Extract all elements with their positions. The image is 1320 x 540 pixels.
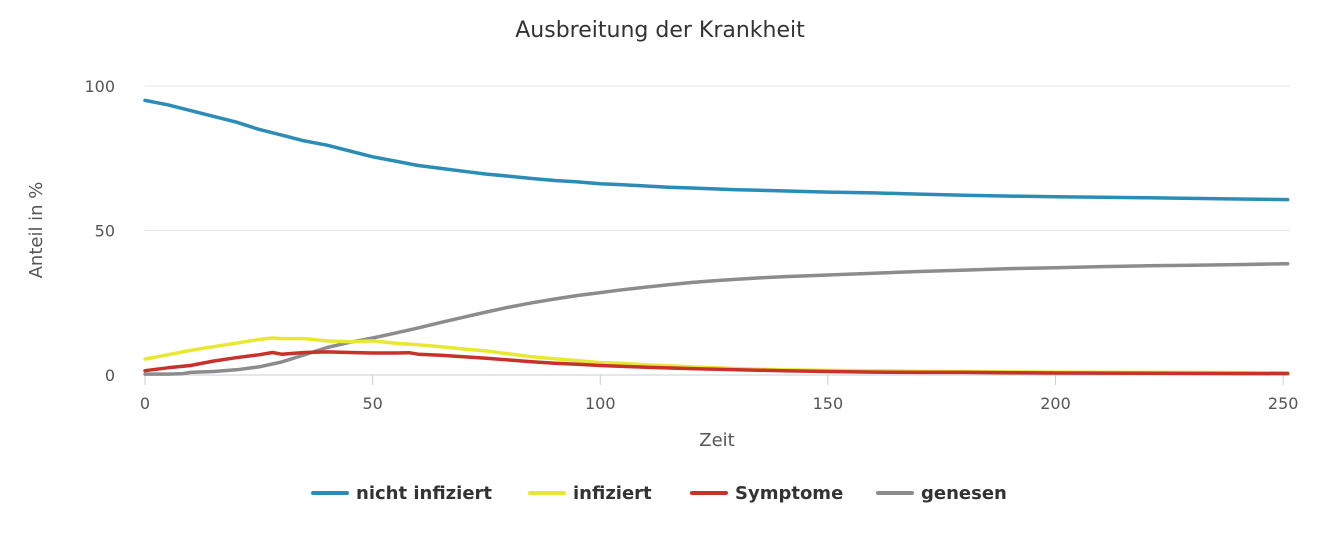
legend-label: nicht infiziert xyxy=(356,483,492,504)
series-line-genesen xyxy=(143,261,1290,376)
series-line-symptome xyxy=(143,350,1290,376)
x-tick-label: 250 xyxy=(1268,394,1299,413)
legend-item-genesen[interactable]: genesen xyxy=(876,483,1007,504)
x-tick-label: 0 xyxy=(140,394,150,413)
x-tick-label: 200 xyxy=(1040,394,1071,413)
legend: nicht infiziert infiziert Symptome genesen xyxy=(311,483,1007,504)
x-axis-ticks: 0 50 100 150 200 250 xyxy=(140,375,1299,413)
x-tick-label: 50 xyxy=(362,394,382,413)
series-line-infiziert xyxy=(143,336,1290,375)
series-lines xyxy=(143,98,1290,376)
legend-label: infiziert xyxy=(573,483,652,504)
y-tick-label: 0 xyxy=(105,366,115,385)
x-axis-title: Zeit xyxy=(699,430,734,451)
legend-item-infiziert[interactable]: infiziert xyxy=(528,483,652,504)
y-tick-label: 50 xyxy=(95,222,115,241)
series-line-nicht-infiziert xyxy=(143,98,1290,202)
gridlines xyxy=(145,85,1290,231)
y-axis-title: Anteil in % xyxy=(26,182,47,279)
chart-title: Ausbreitung der Krankheit xyxy=(515,18,805,43)
legend-item-symptome[interactable]: Symptome xyxy=(690,483,843,504)
legend-label: Symptome xyxy=(735,483,843,504)
y-tick-label: 100 xyxy=(84,77,115,96)
x-tick-label: 150 xyxy=(813,394,844,413)
x-tick-label: 100 xyxy=(585,394,616,413)
y-axis-ticks: 0 50 100 xyxy=(84,77,115,385)
legend-label: genesen xyxy=(921,483,1007,504)
legend-item-nicht-infiziert[interactable]: nicht infiziert xyxy=(311,483,492,504)
